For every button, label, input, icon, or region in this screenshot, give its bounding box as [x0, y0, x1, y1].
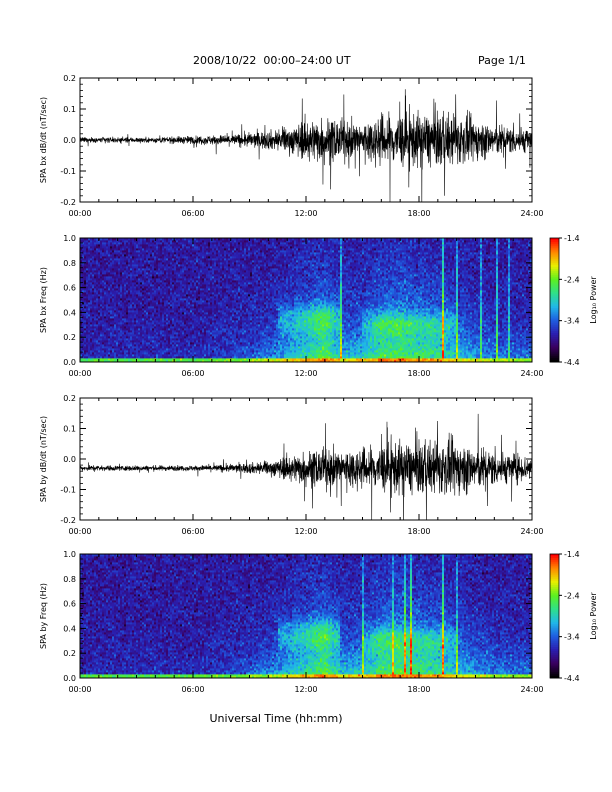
- panel-3-x-tick-label: 18:00: [407, 527, 430, 536]
- panel-1-x-tick-label: 12:00: [294, 209, 317, 218]
- panel-4-spectrogram: [80, 554, 533, 679]
- panel-2-x-tick-label: 06:00: [181, 369, 204, 378]
- page-indicator: Page 1/1: [478, 54, 526, 67]
- panel-2-colorbar-tick-label: -4.4: [564, 358, 580, 367]
- panel-3-trace: [80, 413, 532, 520]
- panel-3-y-tick-label: 0.2: [63, 394, 76, 403]
- panel-1-y-tick-label: -0.2: [60, 198, 76, 207]
- panel-3-axes: [79, 397, 533, 521]
- panel-4-axes: [79, 553, 533, 679]
- panel-3-x-tick-label: 06:00: [181, 527, 204, 536]
- panel-1-y-tick-label: -0.1: [60, 167, 76, 176]
- panel-4-y-tick-label: 0.2: [63, 649, 76, 658]
- panel-1-trace: [80, 89, 532, 202]
- panel-2-spectrogram: [80, 238, 533, 363]
- panel-2-axes: [79, 237, 533, 363]
- panel-2-y-tick-label: 0.8: [63, 259, 76, 268]
- panel-4-x-tick-label: 00:00: [68, 685, 91, 694]
- panel-4-x-tick-label: 06:00: [181, 685, 204, 694]
- panel-3-y-tick-label: 0.1: [63, 425, 76, 434]
- panel-4-y-tick-label: 0.6: [63, 600, 76, 609]
- panel-3-x-tick-label: 12:00: [294, 527, 317, 536]
- panel-2-x-tick-label: 24:00: [520, 369, 543, 378]
- panel-4-y-tick-label: 0.8: [63, 575, 76, 584]
- panel-2-colorbar-label: Log₁₀ Power: [589, 276, 598, 324]
- panel-2-colorbar-tick-label: -3.4: [564, 317, 580, 326]
- panel-1-x-tick-label: 06:00: [181, 209, 204, 218]
- panel-1-x-tick-label: 24:00: [520, 209, 543, 218]
- panel-2-x-tick-label: 12:00: [294, 369, 317, 378]
- panel-3-y-axis-label: SPA by dB/dt (nT/sec): [39, 416, 48, 502]
- panel-4-colorbar-tick-label: -4.4: [564, 674, 580, 683]
- panel-2-x-tick-label: 00:00: [68, 369, 91, 378]
- panel-4-y-tick-label: 1.0: [63, 550, 76, 559]
- panel-1-y-tick-label: 0.2: [63, 74, 76, 83]
- panel-2-y-tick-label: 0.6: [63, 284, 76, 293]
- panel-4-colorbar-tick-label: -2.4: [564, 591, 580, 600]
- panel-1-x-tick-label: 18:00: [407, 209, 430, 218]
- panel-3-x-tick-label: 24:00: [520, 527, 543, 536]
- panel-4-y-tick-label: 0.4: [63, 624, 76, 633]
- panel-2-y-tick-label: 0.2: [63, 333, 76, 342]
- x-axis-label: Universal Time (hh:mm): [210, 712, 343, 725]
- panel-3-y-tick-label: 0.0: [63, 455, 76, 464]
- panel-1-x-tick-label: 00:00: [68, 209, 91, 218]
- panel-2-colorbar: [549, 237, 562, 363]
- panel-1-y-tick-label: 0.1: [63, 105, 76, 114]
- panel-4-colorbar-tick-label: -1.4: [564, 550, 580, 559]
- panel-3-y-tick-label: -0.1: [60, 486, 76, 495]
- panel-4-y-tick-label: 0.0: [63, 674, 76, 683]
- panel-2-y-axis-label: SPA bx Freq (Hz): [39, 267, 48, 333]
- panel-4-x-tick-label: 12:00: [294, 685, 317, 694]
- panel-2-y-tick-label: 0.0: [63, 358, 76, 367]
- panel-2-y-tick-label: 1.0: [63, 234, 76, 243]
- panel-4-y-axis-label: SPA by Freq (Hz): [39, 583, 48, 649]
- panel-2-x-tick-label: 18:00: [407, 369, 430, 378]
- panel-1-y-axis-label: SPA bx dB/dt (nT/sec): [39, 97, 48, 183]
- panel-2-colorbar-tick-label: -1.4: [564, 234, 580, 243]
- panel-2-colorbar-tick-label: -2.4: [564, 275, 580, 284]
- panel-3-y-tick-label: -0.2: [60, 516, 76, 525]
- panel-4-colorbar-label: Log₁₀ Power: [589, 592, 598, 640]
- panel-4-colorbar-tick-label: -3.4: [564, 633, 580, 642]
- panel-4-x-tick-label: 18:00: [407, 685, 430, 694]
- figure-title: 2008/10/22 00:00–24:00 UT: [193, 54, 351, 67]
- panel-4-colorbar: [549, 553, 562, 679]
- panel-4-x-tick-label: 24:00: [520, 685, 543, 694]
- panel-3-x-tick-label: 00:00: [68, 527, 91, 536]
- panel-2-y-tick-label: 0.4: [63, 308, 76, 317]
- panel-1-axes: [79, 77, 533, 203]
- panel-1-y-tick-label: 0.0: [63, 136, 76, 145]
